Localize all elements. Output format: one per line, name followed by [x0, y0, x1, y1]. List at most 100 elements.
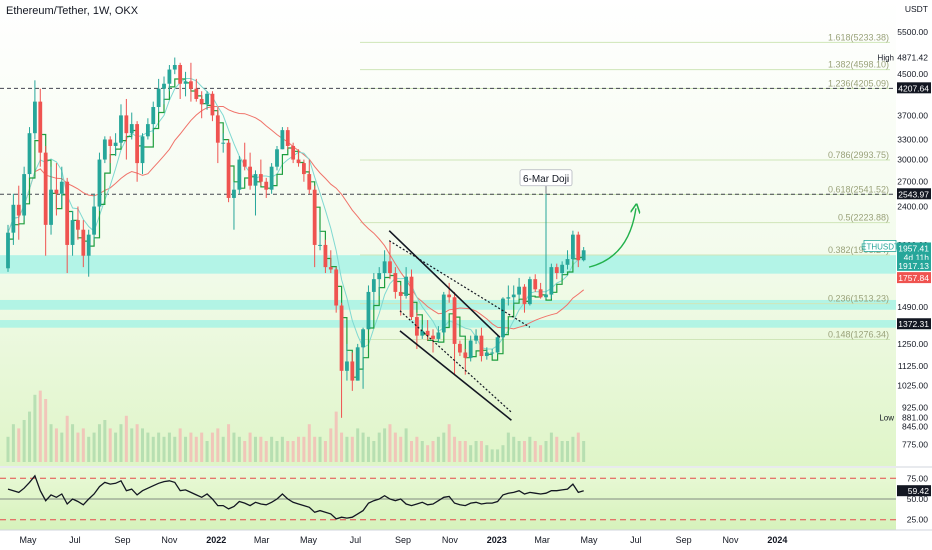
candle-body-23: [124, 115, 129, 134]
volume-bar-98: [528, 436, 532, 462]
symbol-tag-box: [863, 240, 897, 252]
volume-bar-57: [307, 424, 311, 462]
candle-body-78: [420, 330, 425, 336]
candle-body-71: [382, 261, 387, 274]
channel-lower-line: [399, 330, 512, 421]
candle-body-42: [226, 142, 231, 198]
candle-body-108: [581, 250, 586, 261]
volume-bar-74: [399, 436, 403, 462]
volume-bar-71: [383, 428, 387, 462]
candle-body-30: [162, 83, 166, 89]
fib-label-6: 0.5(2223.88): [838, 213, 889, 223]
volume-bar-94: [506, 432, 510, 462]
fib-label-5: 0.618(2541.52): [828, 184, 889, 194]
volume-bar-20: [108, 428, 112, 462]
candle-body-103: [554, 267, 559, 274]
time-tick-10: Nov: [442, 535, 459, 545]
volume-bar-81: [436, 436, 440, 462]
candle-body-107: [576, 234, 581, 261]
candle-body-82: [441, 294, 446, 333]
candle-body-76: [409, 276, 414, 318]
candle-body-28: [151, 107, 156, 125]
candle-body-91: [490, 352, 495, 354]
time-tick-3: Sep: [115, 535, 131, 545]
price-badge-text-2: 2543.97: [898, 189, 929, 199]
volume-bar-35: [189, 432, 193, 462]
candle-body-6: [33, 101, 37, 134]
volume-bar-23: [124, 415, 128, 462]
candle-body-90: [484, 352, 489, 357]
candle-body-58: [312, 189, 317, 245]
volume-bar-30: [162, 436, 166, 462]
low-label: Low: [879, 414, 894, 423]
candle-body-46: [248, 166, 252, 186]
candle-body-29: [156, 88, 161, 108]
candle-body-75: [404, 276, 409, 296]
volume-bar-50: [270, 436, 274, 462]
volume-bar-75: [404, 428, 408, 462]
channel-lower-dotted-line: [399, 310, 512, 413]
price-tick-17: 1250.00: [897, 339, 928, 349]
fib-label-4: 0.786(2993.75): [828, 150, 889, 160]
volume-bar-85: [458, 441, 462, 462]
price-badge-text-4: 4d 11h: [904, 252, 930, 262]
time-tick-6: Mar: [254, 535, 270, 545]
fib-label-1: 1.618(5233.38): [828, 32, 889, 42]
volume-bar-102: [549, 432, 553, 462]
candle-body-92: [495, 337, 500, 353]
candle-body-53: [285, 130, 290, 146]
candle-body-24: [129, 124, 134, 134]
rsi-tick-1: 75.00: [907, 473, 929, 483]
volume-bar-67: [361, 432, 365, 462]
candle-body-21: [113, 142, 118, 146]
candle-body-84: [452, 297, 457, 344]
volume-bar-27: [146, 432, 150, 462]
volume-bar-90: [485, 445, 489, 462]
candle-body-51: [275, 149, 279, 167]
candle-body-55: [296, 159, 301, 164]
candle-body-63: [339, 305, 344, 371]
price-tick-1: 5500.00: [897, 27, 928, 37]
volume-bar-89: [479, 441, 483, 462]
price-badge-7: [897, 318, 931, 330]
fib-label-7: 0.382(1906.24): [828, 245, 889, 255]
volume-bar-105: [566, 441, 570, 462]
volume-bar-6: [33, 394, 37, 462]
volume-bar-78: [420, 441, 424, 462]
volume-bar-66: [356, 428, 360, 462]
price-tick-3: 4500.00: [897, 69, 928, 79]
volume-bar-43: [232, 432, 236, 462]
candle-body-65: [350, 361, 355, 381]
candle-body-64: [345, 361, 349, 371]
time-tick-14: Jul: [630, 535, 642, 545]
candle-body-60: [323, 244, 328, 268]
candle-body-69: [371, 279, 376, 292]
candle-body-99: [533, 279, 538, 290]
candle-body-9: [49, 189, 53, 225]
candle-body-95: [511, 294, 516, 298]
candle-body-87: [468, 340, 473, 358]
volume-bar-96: [517, 441, 521, 462]
volume-bar-88: [474, 441, 478, 462]
price-badge-text-5: 1917.13: [898, 261, 929, 271]
candle-body-86: [463, 352, 468, 358]
candle-body-105: [565, 259, 570, 265]
price-tick-8: 2700.00: [897, 177, 928, 187]
volume-bar-7: [38, 390, 42, 462]
candle-body-43: [232, 189, 236, 198]
price-tick-6: 3300.00: [897, 134, 928, 144]
volume-bar-101: [544, 441, 548, 462]
candle-body-3: [16, 204, 21, 216]
support-zone-2: [0, 299, 896, 310]
time-tick-1: May: [19, 535, 37, 545]
volume-bar-82: [442, 432, 446, 462]
time-tick-2: Jul: [69, 535, 81, 545]
volume-bar-62: [334, 411, 338, 462]
support-zone-3: [0, 320, 896, 328]
candle-body-44: [237, 159, 242, 190]
volume-bar-42: [227, 424, 231, 462]
time-tick-16: Nov: [722, 535, 739, 545]
volume-bar-86: [463, 441, 467, 462]
time-tick-13: May: [581, 535, 599, 545]
